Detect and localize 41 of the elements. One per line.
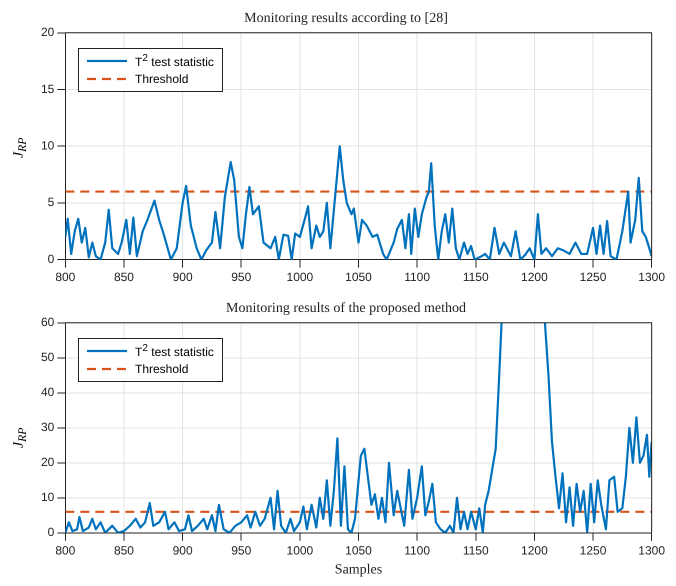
y-tick-label: 60 [40,315,55,330]
x-tick-label: 1250 [580,270,607,284]
x-tick-label: 1000 [286,270,314,284]
x-tick-label: 900 [172,270,193,284]
y-tick-label: 50 [40,350,55,364]
x-tick-label: 950 [231,543,252,558]
y-tick-label: 5 [48,195,55,210]
legend-label: T$^{2}$ test statistic [135,343,214,359]
x-tick-label: 850 [114,270,134,284]
y-tick-label: 20 [40,25,55,40]
x-tick-label: 1100 [404,270,430,284]
x-tick-label: 900 [172,543,193,558]
legend-label: T$^{2}$ test statistic [135,53,214,69]
y-tick-label: 40 [40,385,55,400]
chart-title: Monitoring results according to [28] [244,11,448,26]
y-tick-label: 30 [40,420,55,434]
y-tick-label: 15 [40,82,55,96]
x-tick-label: 950 [231,270,252,284]
x-tick-label: 800 [55,543,76,558]
x-tick-label: 1250 [580,543,607,558]
x-tick-label: 1300 [638,270,666,284]
legend-label: Threshold [135,72,188,86]
x-tick-label: 1150 [462,543,489,558]
y-tick-label: 0 [48,525,55,540]
x-tick-label: 800 [55,270,76,284]
x-axis-title: Samples [334,562,382,578]
x-tick-label: 1200 [521,270,548,284]
y-tick-label: 20 [40,455,55,470]
x-tick-label: 1000 [286,543,314,558]
x-tick-label: 1050 [345,543,372,558]
chart-title: Monitoring results of the proposed method [226,301,466,316]
legend-label: Threshold [135,362,188,376]
x-tick-label: 1200 [521,543,548,558]
y-tick-label: 10 [40,138,55,153]
y-tick-label: 0 [48,252,55,266]
x-tick-label: 1150 [462,270,489,284]
y-tick-label: 10 [40,490,55,504]
x-tick-label: 850 [114,543,134,558]
x-tick-label: 1050 [345,270,372,284]
x-tick-label: 1300 [638,543,666,558]
x-tick-label: 1100 [404,543,430,558]
